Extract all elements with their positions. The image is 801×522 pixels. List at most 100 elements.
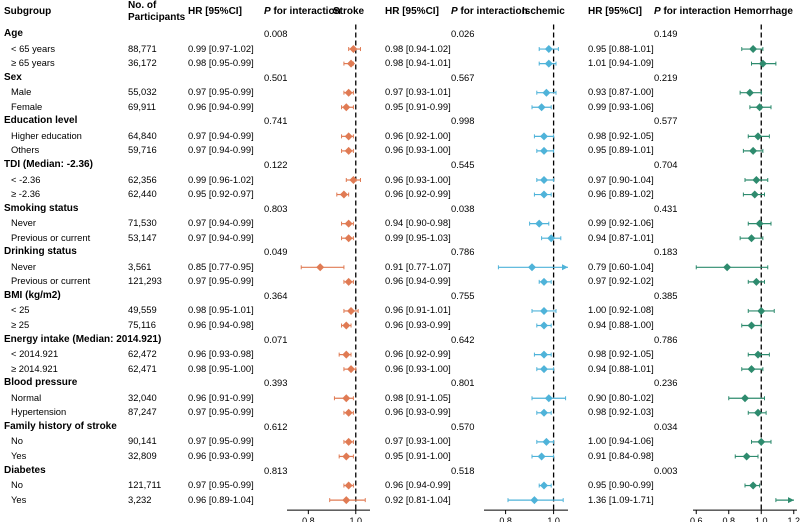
point-estimate [757,306,766,315]
point-estimate [749,146,758,155]
point-estimate [542,437,551,446]
hr-ci-value: 0.97 [0.95-0.99] [188,479,254,491]
point-estimate [754,132,762,141]
ci-arrow-right [562,264,568,271]
hr-ci-value: 0.96 [0.94-0.99] [188,100,254,112]
hr-ci-value: 0.98 [0.92-1.05] [588,129,654,141]
hr-ci-value: 0.99 [0.92-1.06] [588,217,654,229]
point-estimate [342,103,351,112]
subgroup-label: Male [11,86,32,98]
p-interaction-value: 0.071 [264,333,288,345]
hr-ci-value: 0.96 [0.89-1.02] [588,188,654,200]
hr-ci-value: 0.91 [0.77-1.07] [385,260,451,272]
p-interaction-value: 0.431 [654,202,678,214]
hr-ci-value: 0.95 [0.91-0.99] [385,100,451,112]
hr-ci-value: 0.98 [0.95-1.01] [188,304,254,316]
subgroup-label: ≥ 65 years [11,57,55,69]
hr-ci-value: 0.90 [0.80-1.02] [588,391,654,403]
subgroup-category-label: Energy intake (Median: 2014.921) [4,333,162,345]
point-estimate [349,176,358,184]
participants-count: 3,561 [128,260,152,272]
p-interaction-value: 0.801 [451,377,475,389]
point-estimate [530,496,539,505]
point-estimate [542,88,551,97]
point-estimate [535,219,544,228]
hr-ci-value: 0.97 [0.95-0.99] [188,86,254,98]
outcome-header-stroke: Stroke [333,6,365,17]
p-interaction-value: 0.501 [264,71,288,83]
hr-ci-value: 0.95 [0.91-1.00] [385,449,451,461]
subgroup-label: Others [11,144,40,156]
point-estimate [344,132,353,141]
point-estimate [342,394,351,403]
x-tick-label: 0.8 [499,516,512,522]
p-interaction-value: 0.149 [654,28,678,39]
point-estimate [540,176,548,184]
subgroup-label: No [11,479,23,491]
participants-count: 62,471 [128,362,157,374]
point-estimate [540,277,548,286]
hr-ci-value: 0.98 [0.94-1.02] [385,42,451,54]
point-estimate [347,59,356,68]
p-interaction-value: 0.704 [654,158,678,170]
point-estimate [547,234,556,243]
hr-ci-value: 0.97 [0.94-0.99] [188,217,254,229]
participants-count: 69,911 [128,100,156,112]
hr-ci-value: 0.98 [0.91-1.05] [385,391,451,403]
hr-ci-value: 0.97 [0.95-0.99] [188,275,254,287]
point-estimate [723,263,732,272]
point-estimate [344,88,353,97]
hr-ci-value: 0.96 [0.93-1.00] [385,173,451,185]
subgroup-category-label: Smoking status [4,202,79,214]
participants-header-line2: Participants [128,12,186,23]
point-estimate [537,452,546,461]
hr-ci-value: 0.97 [0.94-0.99] [188,231,254,243]
hr-ci-value: 0.91 [0.84-0.98] [588,449,654,461]
point-estimate [544,59,553,68]
hr-ci-value: 0.94 [0.88-1.01] [588,362,654,374]
hr-ci-value: 0.97 [0.93-1.00] [385,435,451,447]
hr-ci-value: 0.98 [0.92-1.03] [588,406,654,418]
hr-ci-value: 0.95 [0.90-0.99] [588,479,654,491]
point-estimate [540,481,548,490]
participants-count: 62,472 [128,348,157,360]
point-estimate [540,408,548,417]
hr-ci-value: 1.00 [0.94-1.06] [588,435,654,447]
participants-count: 62,356 [128,173,157,185]
hr-ci-value: 0.96 [0.91-0.99] [188,391,254,403]
subgroup-category-label: Age [4,28,23,39]
p-interaction-value: 0.642 [451,333,475,345]
participants-count: 49,559 [128,304,157,316]
hr-header-ischemic: HR [95%CI] [385,6,439,17]
point-estimate [755,103,764,112]
point-estimate [750,190,759,199]
subgroup-category-label: Family history of stroke [4,420,117,432]
hr-ci-value: 0.95 [0.88-1.01] [588,42,654,54]
x-tick-label: 1.0 [547,516,560,522]
point-estimate [755,219,764,228]
hr-ci-value: 0.97 [0.93-1.01] [385,86,451,98]
hr-ci-value: 0.99 [0.95-1.03] [385,231,451,243]
participants-count: 55,032 [128,86,157,98]
x-tick-label: 1.0 [350,516,363,522]
hr-header-stroke: HR [95%CI] [188,6,242,17]
hr-ci-value: 0.98 [0.92-1.05] [588,348,654,360]
point-estimate [754,408,762,417]
point-estimate [344,277,353,286]
point-estimate [347,365,356,374]
point-estimate [537,103,546,112]
point-estimate [540,350,548,359]
hr-ci-value: 0.99 [0.96-1.02] [188,173,254,185]
participants-count: 59,716 [128,144,157,156]
subgroup-label: Hypertension [11,406,67,418]
point-estimate [749,45,758,54]
p-interaction-value: 0.364 [264,289,288,301]
point-estimate [540,365,548,374]
participants-count: 64,840 [128,129,157,141]
p-interaction-value: 0.385 [654,289,678,301]
p-interaction-value: 0.545 [451,158,475,170]
subgroup-label: ≥ 2014.921 [11,362,58,374]
participants-count: 3,232 [128,493,152,505]
hr-ci-value: 0.97 [0.90-1.04] [588,173,654,185]
